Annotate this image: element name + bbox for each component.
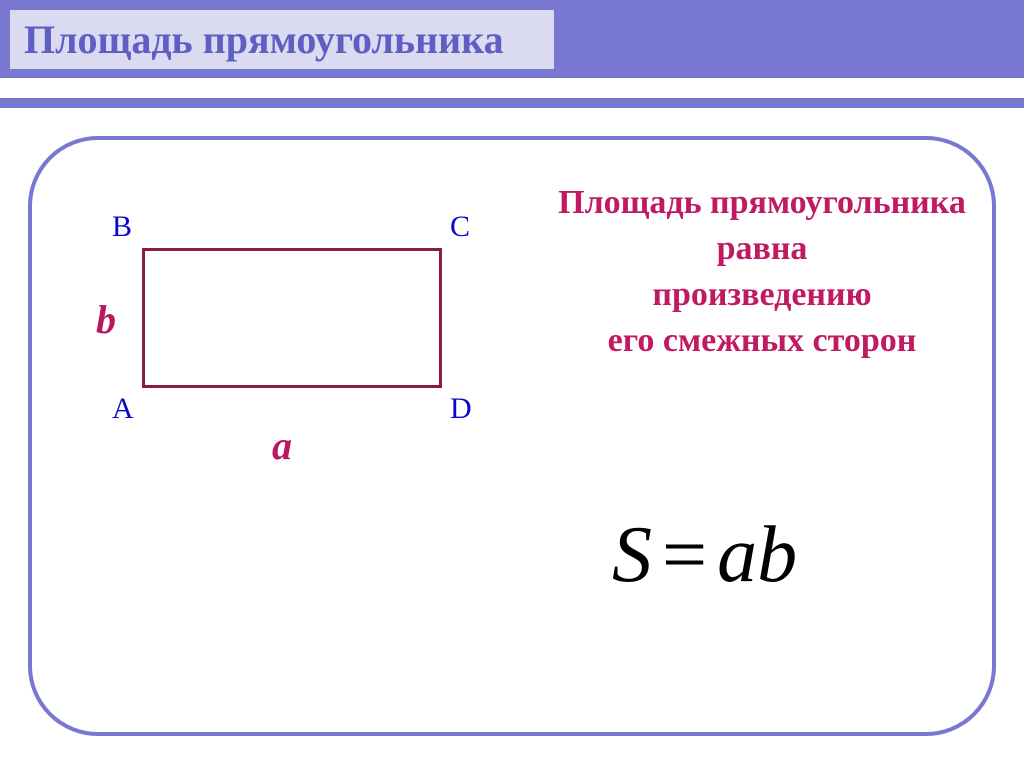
title-bar: Площадь прямоугольника [10, 10, 554, 69]
side-a: a [272, 422, 292, 469]
underline-bar [0, 78, 1024, 108]
vertex-B: B [112, 210, 132, 244]
theorem-line2: произведению [552, 272, 972, 318]
side-b: b [96, 296, 116, 343]
formula-rhs: ab [717, 511, 797, 599]
rectangle-diagram: B C A D b a [82, 200, 502, 480]
area-formula: S=ab [612, 510, 797, 601]
vertex-C: C [450, 210, 470, 244]
rectangle-shape [142, 248, 442, 388]
theorem-text: Площадь прямоугольника равна произведени… [552, 180, 972, 364]
content-frame: B C A D b a Площадь прямоугольника равна… [28, 136, 996, 736]
formula-equals: = [652, 511, 717, 599]
page-title: Площадь прямоугольника [24, 16, 504, 63]
theorem-line1: Площадь прямоугольника равна [552, 180, 972, 272]
vertex-D: D [450, 392, 472, 426]
theorem-line3: его смежных сторон [552, 318, 972, 364]
vertex-A: A [112, 392, 134, 426]
formula-S: S [612, 511, 652, 599]
